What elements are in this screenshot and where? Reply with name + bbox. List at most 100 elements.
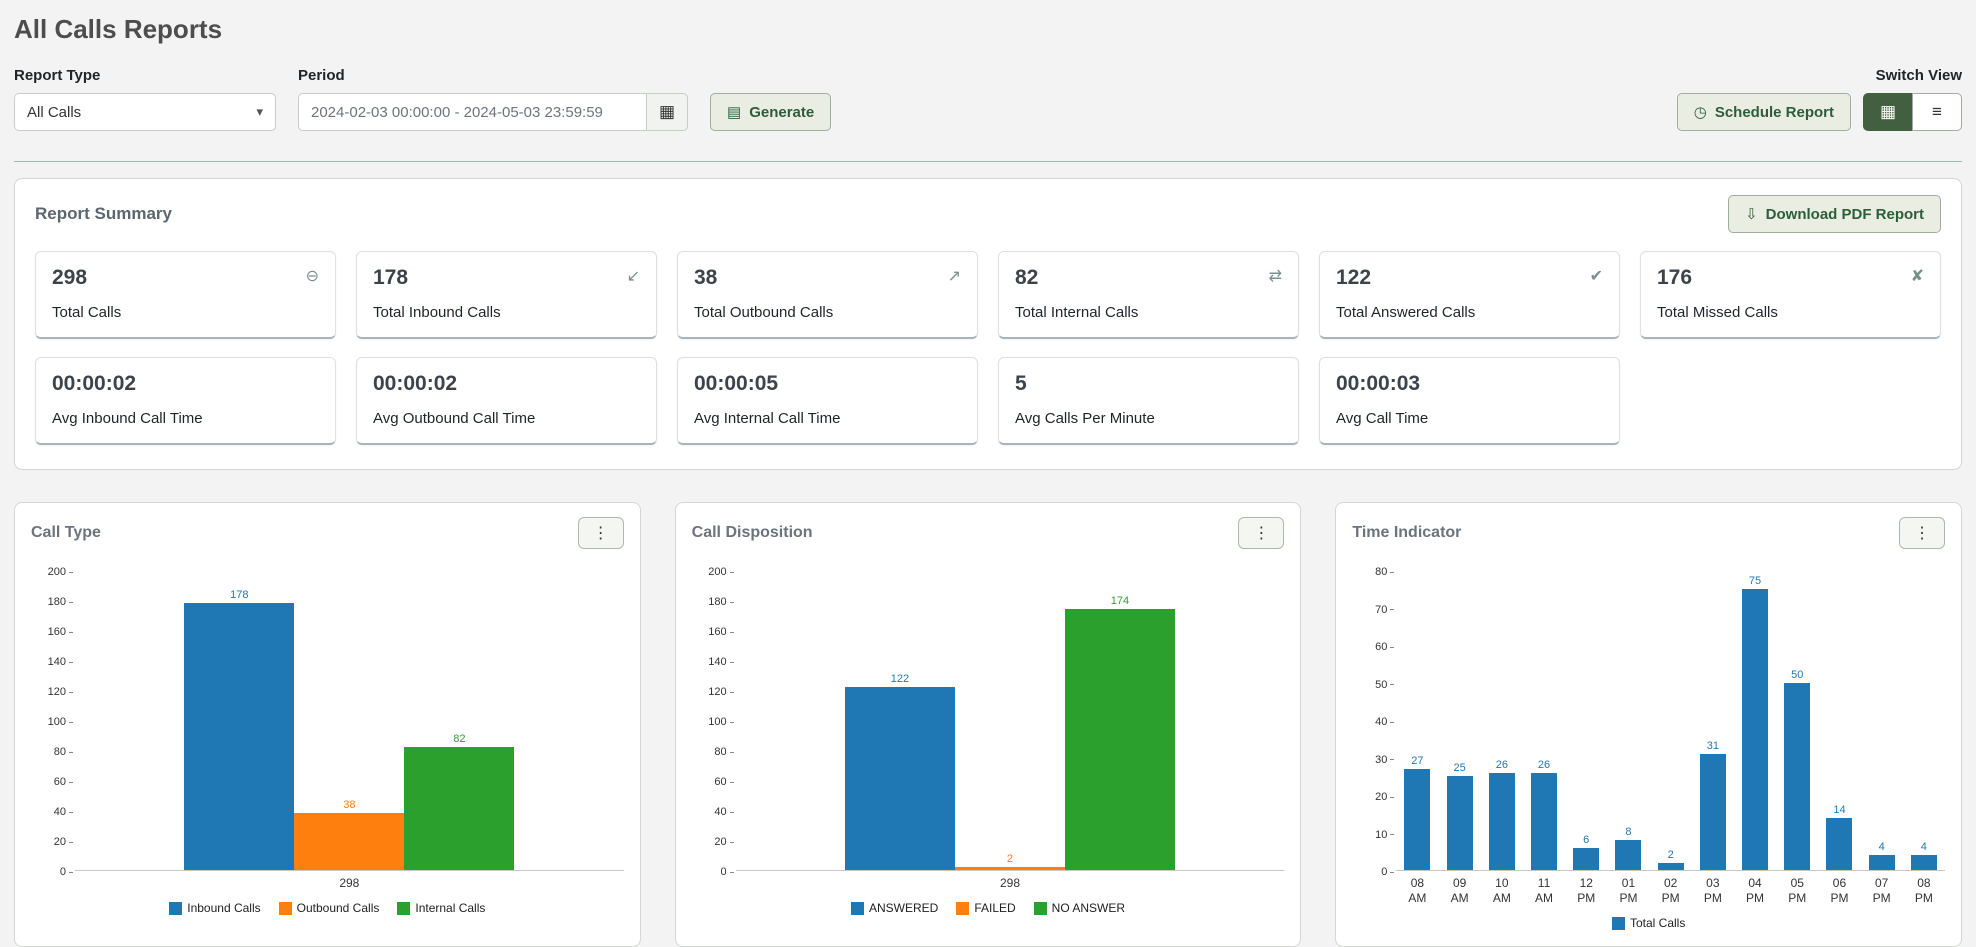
x-tick-label: 09AM: [1439, 876, 1481, 906]
y-tick-label: 120: [708, 686, 733, 698]
kebab-icon: ⋮: [1914, 525, 1930, 542]
grid-view-button[interactable]: ▦: [1863, 93, 1913, 131]
x-tick-label: 06PM: [1818, 876, 1860, 906]
summary-card-label: Total Inbound Calls: [373, 304, 640, 321]
summary-card: 38↗Total Outbound Calls: [677, 251, 978, 339]
y-tick-label: 60: [1375, 641, 1394, 653]
chart-legend: ANSWEREDFAILEDNO ANSWER: [692, 901, 1285, 915]
legend-item: Outbound Calls: [279, 901, 380, 915]
y-tick-label: 50: [1375, 679, 1394, 691]
x-tick-label: 08AM: [1396, 876, 1438, 906]
report-summary-title: Report Summary: [35, 204, 172, 224]
chart-bar[interactable]: 75: [1742, 575, 1768, 870]
chart-bar[interactable]: 27: [1404, 755, 1430, 870]
bar-value-label: 27: [1411, 755, 1423, 767]
summary-card-value: 00:00:05: [694, 372, 778, 396]
chart-legend: Inbound CallsOutbound CallsInternal Call…: [31, 901, 624, 915]
calendar-button[interactable]: ▦: [646, 93, 688, 131]
summary-card-label: Avg Internal Call Time: [694, 410, 961, 427]
schedule-report-button[interactable]: ◷ Schedule Report: [1677, 93, 1851, 131]
bar-value-label: 174: [1111, 595, 1129, 607]
chevron-down-icon: ▾: [256, 104, 263, 120]
kebab-icon: ⋮: [593, 525, 609, 542]
summary-card: 00:00:02Avg Outbound Call Time: [356, 357, 657, 445]
chart-plot-row: 0204060801001201401601802001222174: [692, 571, 1285, 871]
summary-card-label: Total Missed Calls: [1657, 304, 1924, 321]
chart-bar[interactable]: 14: [1826, 804, 1852, 871]
y-tick-label: 20: [714, 836, 733, 848]
chart-bar[interactable]: 26: [1531, 759, 1557, 871]
download-pdf-button[interactable]: ⇩ Download PDF Report: [1728, 195, 1941, 233]
call-disposition-chart: 0204060801001201401601802001222174298ANS…: [692, 571, 1285, 915]
bar-group: 25: [1439, 571, 1481, 870]
generate-button[interactable]: ▤ Generate: [710, 93, 831, 131]
bar-value-label: 4: [1879, 841, 1885, 853]
bar-value-label: 50: [1791, 669, 1803, 681]
chart-bar[interactable]: 4: [1869, 841, 1895, 870]
x-tick-label: 12PM: [1565, 876, 1607, 906]
chart-bar[interactable]: 178: [184, 589, 294, 870]
bar-value-label: 2: [1668, 849, 1674, 861]
period-input[interactable]: [298, 93, 646, 131]
summary-card-value: 298: [52, 266, 87, 290]
plot-area: 1783882: [75, 571, 624, 871]
chart-plot-row: 0204060801001201401601802001783882: [31, 571, 624, 871]
chart-menu-button[interactable]: ⋮: [1238, 517, 1284, 549]
chart-bar[interactable]: 38: [294, 799, 404, 870]
bar-group: 26: [1523, 571, 1565, 870]
summary-card-value: 176: [1657, 266, 1692, 290]
y-tick-label: 180: [708, 596, 733, 608]
bar-value-label: 6: [1583, 834, 1589, 846]
calendar-icon: ▦: [659, 102, 675, 121]
y-tick-label: 80: [1375, 566, 1394, 578]
summary-card: 5Avg Calls Per Minute: [998, 357, 1299, 445]
total-calls-icon: ⊖: [306, 269, 319, 285]
y-tick-label: 100: [48, 716, 73, 728]
chart-menu-button[interactable]: ⋮: [1899, 517, 1945, 549]
list-view-icon: ≡: [1932, 102, 1942, 121]
bar-value-label: 2: [1007, 853, 1013, 865]
chart-bar[interactable]: 31: [1700, 740, 1726, 870]
chart-bar[interactable]: 174: [1065, 595, 1175, 870]
summary-card-value: 122: [1336, 266, 1371, 290]
y-tick-label: 120: [48, 686, 73, 698]
chart-menu-button[interactable]: ⋮: [578, 517, 624, 549]
chart-panel-call-type: Call Type ⋮ 0204060801001201401601802001…: [14, 502, 641, 947]
bar-group: 75: [1734, 571, 1776, 870]
list-view-button[interactable]: ≡: [1912, 93, 1962, 131]
chart-bar[interactable]: 4: [1911, 841, 1937, 870]
chart-bar[interactable]: 8: [1615, 826, 1641, 870]
y-tick-label: 40: [54, 806, 73, 818]
y-tick-label: 40: [1375, 716, 1394, 728]
report-type-select[interactable]: All Calls ▾: [14, 93, 276, 131]
chart-bar[interactable]: 25: [1447, 762, 1473, 870]
chart-bar[interactable]: 6: [1573, 834, 1599, 871]
legend-swatch: [279, 902, 292, 915]
y-tick-label: 80: [54, 746, 73, 758]
chart-bar[interactable]: 122: [845, 673, 955, 870]
inbound-call-icon: ↙: [627, 269, 640, 285]
report-type-group: Report Type All Calls ▾: [14, 67, 276, 131]
chart-bar[interactable]: 26: [1489, 759, 1515, 871]
chart-bar[interactable]: 2: [955, 853, 1065, 870]
charts-row: Call Type ⋮ 0204060801001201401601802001…: [14, 502, 1962, 947]
period-label: Period: [298, 67, 688, 84]
x-tick-label: 03PM: [1692, 876, 1734, 906]
bar-group: 4: [1861, 571, 1903, 870]
bar-value-label: 14: [1833, 804, 1845, 816]
page-title: All Calls Reports: [14, 14, 1962, 45]
chart-bar[interactable]: 50: [1784, 669, 1810, 871]
period-group: Period ▦: [298, 67, 688, 131]
chart-bar[interactable]: 82: [404, 733, 514, 870]
legend-item: Internal Calls: [397, 901, 485, 915]
x-axis-labels: 08AM09AM10AM11AM12PM01PM02PM03PM04PM05PM…: [1352, 876, 1945, 906]
summary-card-label: Avg Call Time: [1336, 410, 1603, 427]
chart-bar[interactable]: 2: [1658, 849, 1684, 871]
legend-swatch: [169, 902, 182, 915]
time-indicator-chart: 0102030405060708027252626682317550144408…: [1352, 571, 1945, 930]
clock-icon: ◷: [1694, 103, 1707, 121]
x-tick-label: 07PM: [1861, 876, 1903, 906]
y-tick-label: 10: [1375, 829, 1394, 841]
bar-group: 8: [1607, 571, 1649, 870]
summary-card-value: 00:00:02: [52, 372, 136, 396]
